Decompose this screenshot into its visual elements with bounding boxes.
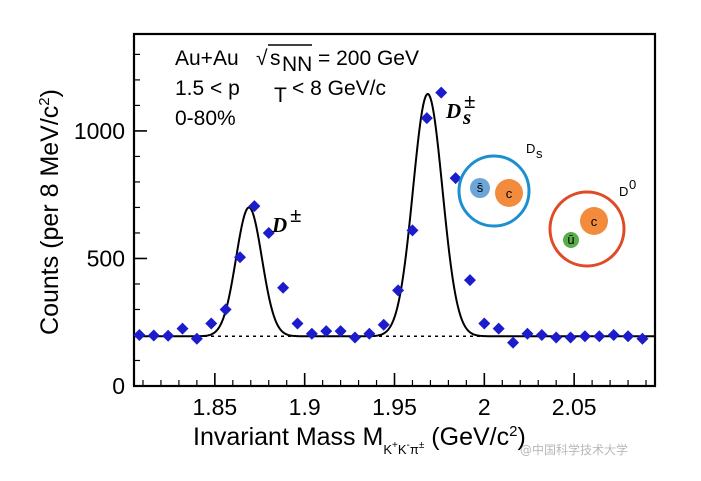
data-point bbox=[392, 284, 405, 297]
ds-meson-diagram: s̄ c D s bbox=[457, 141, 543, 228]
peak-label-ds: D ± s bbox=[445, 89, 476, 129]
data-point bbox=[578, 330, 591, 343]
collision-info: Au+Au √ s NN = 200 GeV 1.5 < p T < 8 GeV… bbox=[175, 44, 419, 130]
data-point bbox=[535, 328, 548, 341]
ds-antiquark-label: s̄ bbox=[477, 180, 484, 195]
x-axis-sub-k1: K bbox=[383, 442, 392, 457]
ds-ring bbox=[457, 154, 531, 228]
data-point bbox=[478, 317, 491, 330]
data-point bbox=[262, 226, 275, 239]
data-point bbox=[176, 322, 189, 335]
data-point bbox=[593, 330, 606, 343]
data-point bbox=[363, 327, 376, 340]
pt-prefix: 1.5 < p bbox=[175, 77, 240, 100]
d0-ring bbox=[548, 190, 626, 268]
ds-quark-ball bbox=[495, 179, 523, 207]
energy-text: = 200 GeV bbox=[318, 47, 419, 70]
x-axis-title-main: Invariant Mass M bbox=[193, 423, 383, 451]
x-tick-label: 1.85 bbox=[192, 394, 237, 420]
fit-curve-layer bbox=[134, 92, 655, 338]
data-point bbox=[147, 329, 160, 342]
x-tick-label: 1.9 bbox=[289, 394, 321, 420]
data-point bbox=[463, 274, 476, 287]
data-point bbox=[435, 86, 448, 99]
x-axis-sub-sup1: + bbox=[392, 440, 398, 451]
x-tick-label: 2.05 bbox=[552, 394, 597, 420]
y-tick-label: 0 bbox=[112, 373, 125, 399]
data-point bbox=[449, 172, 462, 185]
centrality-text: 0-80% bbox=[175, 107, 236, 130]
data-point bbox=[162, 329, 175, 342]
data-point bbox=[607, 328, 620, 341]
pt-suffix: < 8 GeV/c bbox=[292, 77, 386, 100]
system-text: Au+Au bbox=[175, 47, 239, 70]
x-axis-sub-pi: π bbox=[410, 442, 419, 457]
peak-ds-sup: ± bbox=[464, 89, 476, 113]
y-axis-title: Counts (per 8 MeV/c2) bbox=[36, 89, 64, 335]
data-point bbox=[636, 332, 649, 345]
d0-quark-ball bbox=[580, 207, 608, 235]
watermark: @中国科学技术大学 bbox=[520, 442, 628, 457]
data-point bbox=[521, 327, 534, 340]
ds-meson-sub: s bbox=[536, 146, 543, 161]
data-point bbox=[248, 200, 261, 213]
x-axis-sub-sup2: - bbox=[407, 440, 410, 451]
data-point bbox=[205, 317, 218, 330]
data-point bbox=[334, 325, 347, 338]
d0-meson-label: D bbox=[619, 184, 628, 199]
y-axis-title-close: ) bbox=[36, 89, 64, 97]
ds-meson-label: D bbox=[526, 141, 535, 156]
d0-meson-diagram: c ū D 0 bbox=[548, 177, 636, 268]
x-axis-units: (GeV/c bbox=[424, 423, 509, 451]
data-point bbox=[377, 318, 390, 331]
data-point bbox=[190, 332, 203, 345]
pt-sub: T bbox=[274, 84, 287, 107]
y-tick-label: 1000 bbox=[74, 118, 125, 144]
fit-curve bbox=[134, 92, 655, 338]
x-axis-sub-sup3: ± bbox=[419, 440, 425, 451]
y-tick-label: 500 bbox=[87, 245, 125, 271]
data-point bbox=[550, 331, 563, 344]
ds-antiquark-ball bbox=[470, 178, 490, 198]
x-tick-label: 2 bbox=[478, 394, 491, 420]
snn-sub: NN bbox=[282, 53, 312, 76]
x-axis-sub-k2: K bbox=[398, 442, 407, 457]
x-tick-label: 1.95 bbox=[372, 394, 417, 420]
data-point bbox=[305, 327, 318, 340]
axis-ticks: 1.85 1.9 1.95 2 2.05 0 500 1000 bbox=[74, 53, 647, 420]
data-point bbox=[291, 317, 304, 330]
d0-antiquark-label: ū bbox=[567, 232, 574, 247]
ds-quark-label: c bbox=[506, 186, 513, 201]
d0-meson-sup: 0 bbox=[629, 177, 636, 192]
data-points-layer bbox=[133, 86, 649, 349]
data-point bbox=[219, 303, 232, 316]
peak-d-text: D bbox=[271, 213, 287, 237]
data-point bbox=[233, 251, 246, 264]
data-point bbox=[420, 112, 433, 125]
y-axis-title-sup: 2 bbox=[36, 97, 53, 105]
d0-quark-label: c bbox=[591, 214, 598, 229]
data-point bbox=[133, 328, 146, 341]
peak-d-sup: ± bbox=[290, 203, 302, 227]
peak-ds-text: D bbox=[445, 99, 461, 123]
system-label: Au+Au bbox=[175, 47, 239, 70]
data-point bbox=[492, 322, 505, 335]
data-point bbox=[277, 281, 290, 294]
data-point bbox=[348, 331, 361, 344]
peak-ds-sub: s bbox=[462, 105, 471, 129]
data-point bbox=[406, 224, 419, 237]
data-point bbox=[622, 330, 635, 343]
d0-antiquark-ball bbox=[563, 232, 579, 248]
data-point bbox=[564, 331, 577, 344]
x-axis-units-close: ) bbox=[517, 423, 525, 451]
x-axis-title: Invariant Mass MK+K-π± (GeV/c2) bbox=[193, 423, 526, 457]
snn-s: s bbox=[270, 47, 281, 70]
data-point bbox=[507, 336, 520, 349]
data-point bbox=[320, 325, 333, 338]
x-axis-units-sup: 2 bbox=[509, 423, 517, 440]
peak-label-d: D ± bbox=[271, 203, 302, 237]
sqrt-sign: √ bbox=[256, 47, 268, 70]
y-axis-title-main: Counts (per 8 MeV/c bbox=[36, 106, 64, 335]
